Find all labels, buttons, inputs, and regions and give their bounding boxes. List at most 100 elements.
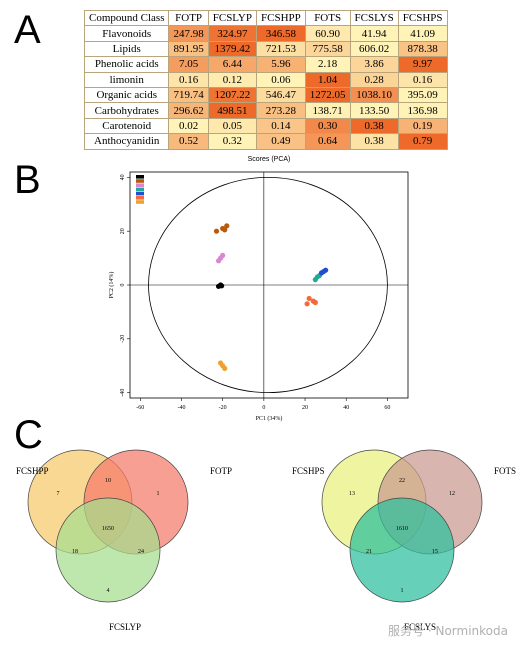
venn-region-count: 24 <box>138 549 144 555</box>
venn-set-label: FCSLYP <box>109 622 141 632</box>
pca-point <box>312 299 318 306</box>
pca-point <box>224 223 230 229</box>
pca-point <box>219 283 225 289</box>
heatmap-cell: 0.64 <box>304 133 351 150</box>
heatmap-cell: 0.38 <box>349 133 399 150</box>
pca-legend-swatch <box>136 183 144 187</box>
venn-region-count: 13 <box>349 491 355 497</box>
venn-region-count: 1610 <box>396 526 408 532</box>
heatmap-row-label: Organic acids <box>83 86 170 104</box>
heatmap-cell: 1.04 <box>304 71 351 88</box>
heatmap-cell: 41.94 <box>349 25 399 42</box>
venn-set-label: FCSHPS <box>292 466 325 476</box>
heatmap-cell: 136.98 <box>397 102 448 119</box>
heatmap-row: Carotenoid 0.02 0.05 0.14 0.30 0.38 0.19 <box>83 117 448 135</box>
pca-legend-swatch <box>136 187 144 192</box>
panel-label-a: A <box>14 8 41 52</box>
venn-region-count: 1 <box>157 491 160 497</box>
pca-x-axis-label: PC1 (34%) <box>256 415 283 422</box>
heatmap-cell: 0.49 <box>256 133 306 150</box>
pca-point <box>222 227 228 233</box>
heatmap-cell: 0.52 <box>168 133 209 150</box>
pca-point <box>323 267 329 273</box>
heatmap-cell: 0.19 <box>397 117 448 135</box>
pca-x-tick-label: -40 <box>177 405 185 411</box>
heatmap-cell: 7.05 <box>168 56 209 73</box>
heatmap-cell: 296.62 <box>168 102 209 119</box>
pca-score-plot: Scores (PCA) -60 -40 -20 0 20 40 60 40 20 0 -20 -40 P… <box>108 156 409 422</box>
pca-x-tick-label: 60 <box>384 405 390 411</box>
pca-y-tick-label: 0 <box>120 284 126 287</box>
heatmap-cell: 0.12 <box>207 71 258 88</box>
heatmap-cell: 0.16 <box>397 71 448 88</box>
heatmap-cell: 0.32 <box>207 133 258 150</box>
pca-y-tick-label: -20 <box>120 335 126 343</box>
pca-x-tick-label: -60 <box>136 405 144 411</box>
heatmap-column-header: FCSLYS <box>349 9 399 27</box>
heatmap-cell: 0.14 <box>256 117 306 135</box>
heatmap-row-label: limonin <box>83 71 170 88</box>
heatmap-cell: 9.97 <box>397 56 448 73</box>
venn-set-label: FOTS <box>494 466 516 476</box>
heatmap-cell: 6.44 <box>207 56 258 73</box>
heatmap-table: Compound Class FOTP FCSLYP FCSHPP FOTS FCSLYS… <box>83 9 448 150</box>
heatmap-cell: 5.96 <box>256 56 306 73</box>
heatmap-column-header: FOTP <box>168 9 209 27</box>
pca-legend-swatch <box>136 179 144 183</box>
heatmap-cell: 546.47 <box>256 86 306 104</box>
pca-point <box>306 295 312 302</box>
heatmap-cell: 273.28 <box>256 102 306 119</box>
pca-x-tick-label: 0 <box>262 405 265 411</box>
pca-point <box>213 228 220 234</box>
pca-y-tick-label: -40 <box>120 389 126 397</box>
venn-region-count: 22 <box>399 478 405 484</box>
heatmap-cell: 721.53 <box>256 40 306 58</box>
venn-region-count: 10 <box>105 478 111 484</box>
heatmap-cell: 0.79 <box>397 133 448 150</box>
heatmap-row: Flavonoids 247.98 324.97 346.58 60.90 41.94 41… <box>83 25 448 42</box>
heatmap-row: Lipids 891.95 1379.42 721.53 775.58 606.02 878… <box>83 40 448 58</box>
heatmap-row: Carbohydrates 296.62 498.51 273.28 138.71 133… <box>83 102 448 119</box>
heatmap-cell: 0.28 <box>349 71 399 88</box>
heatmap-column-header: FCSHPP <box>256 9 306 27</box>
heatmap-cell: 878.38 <box>397 40 448 58</box>
heatmap-cell: 346.58 <box>256 25 306 42</box>
heatmap-column-header: FOTS <box>304 9 351 27</box>
heatmap-cell: 775.58 <box>304 40 351 58</box>
pca-legend-swatch <box>136 191 144 196</box>
heatmap-cell: 0.16 <box>168 71 209 88</box>
heatmap-cell: 60.90 <box>304 25 351 42</box>
pca-point <box>304 301 310 307</box>
venn-region-count: 4 <box>107 588 110 594</box>
heatmap-cell: 324.97 <box>207 25 258 42</box>
heatmap-cell: 0.30 <box>304 117 351 135</box>
heatmap-cell: 1379.42 <box>207 40 258 58</box>
heatmap-column-header: Compound Class <box>83 9 170 27</box>
venn-region-count: 18 <box>72 549 78 555</box>
pca-y-tick-label: 40 <box>120 174 126 180</box>
heatmap-row-label: Lipids <box>83 40 170 58</box>
heatmap-row: Organic acids 719.74 1207.22 546.47 1272.05 1… <box>83 86 448 104</box>
heatmap-cell: 1038.10 <box>349 86 399 104</box>
heatmap-row: Phenolic acids 7.05 6.44 5.96 2.18 3.86 9.97 <box>83 56 448 73</box>
venn-region-count: 15 <box>432 549 438 555</box>
venn-diagrams: FCSHPP FOTP FCSLYP 7 10 1 1650 18 24 4 FCSHPS FOTS F… <box>16 449 516 632</box>
heatmap-cell: 2.18 <box>304 56 351 73</box>
heatmap-cell: 498.51 <box>207 102 258 119</box>
venn-set-circle <box>349 497 455 603</box>
pca-legend-swatch <box>136 196 144 200</box>
panel-label-b: B <box>14 158 41 202</box>
pca-confidence-ellipse <box>148 176 388 394</box>
heatmap-cell: 247.98 <box>168 25 209 42</box>
heatmap-cell: 1207.22 <box>207 86 258 104</box>
heatmap-cell: 138.71 <box>304 102 351 119</box>
heatmap-row: Anthocyanidin 0.52 0.32 0.49 0.64 0.38 0.79 <box>83 133 448 150</box>
heatmap-cell: 0.38 <box>349 117 399 135</box>
heatmap-header-row: Compound Class FOTP FCSLYP FCSHPP FOTS FCSLYS… <box>83 9 448 27</box>
heatmap-cell: 606.02 <box>349 40 399 58</box>
heatmap-column-header: FCSLYP <box>207 9 258 27</box>
heatmap-cell: 1272.05 <box>304 86 351 104</box>
heatmap-row: limonin 0.16 0.12 0.06 1.04 0.28 0.16 <box>83 71 448 88</box>
venn-region-count: 1650 <box>102 526 114 532</box>
venn-set-label: FCSLYS <box>404 622 436 632</box>
